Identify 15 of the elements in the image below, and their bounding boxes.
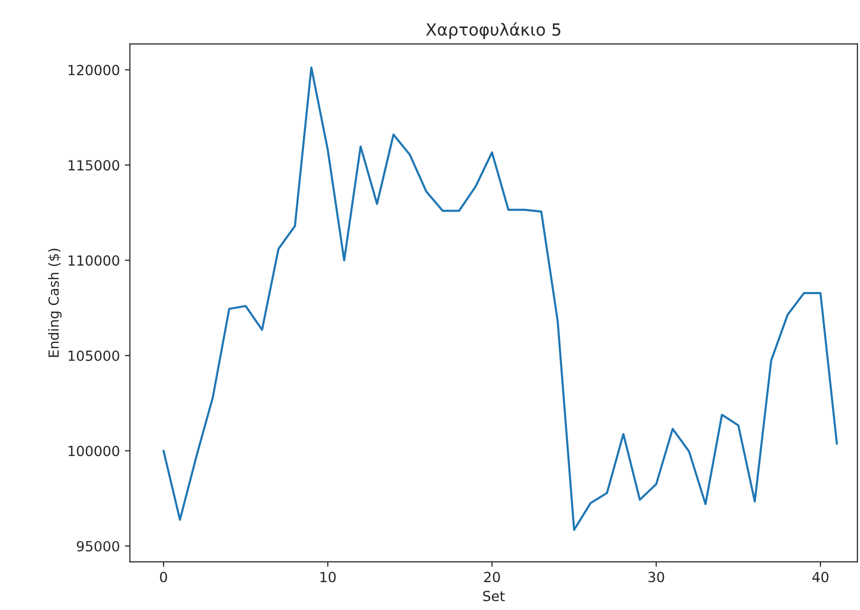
x-tick-label: 0 [160, 572, 168, 582]
y-tick-label: 100000 [68, 446, 120, 456]
x-tick-label: 40 [812, 572, 828, 582]
line-series [162, 66, 838, 531]
chart-title: Χαρτοφυλάκιο 5 [426, 22, 560, 40]
y-tick-label: 115000 [68, 160, 120, 171]
y-axis-title: Ending Cash ($) [48, 248, 62, 357]
x-tick-label: 10 [320, 572, 336, 582]
x-tick-label: 20 [484, 572, 500, 582]
y-tick-label: 105000 [68, 350, 120, 362]
x-tick-label: 30 [648, 572, 664, 582]
y-tick-label: 110000 [68, 255, 120, 266]
y-tick-label: 95000 [76, 540, 120, 552]
y-tick-label: 120000 [68, 64, 120, 76]
x-axis-title: Set [483, 590, 505, 602]
